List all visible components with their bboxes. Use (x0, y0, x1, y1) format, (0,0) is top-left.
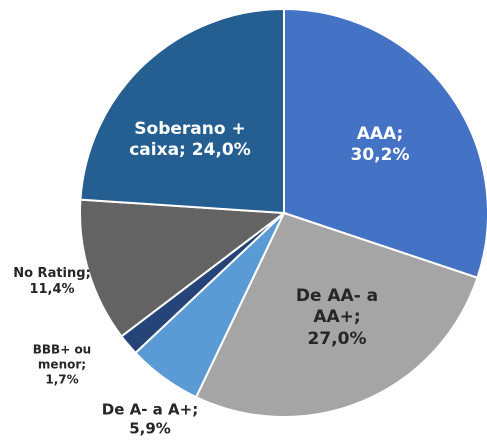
pie-slice (194, 211, 479, 418)
category-label: AAA; (356, 123, 404, 144)
data-label: BBB+ ou menor; 1,7% (22, 343, 102, 388)
value-label: 1,7% (45, 372, 79, 387)
category-label: Soberano + caixa; (129, 118, 246, 160)
pie-slice (283, 7, 487, 280)
value-label: 27,0% (307, 328, 367, 349)
value-label: 24,0% (191, 140, 251, 160)
category-label: De A- a A+; (101, 400, 199, 419)
category-label: De AA- a AA+; (295, 286, 379, 328)
value-label: 11,4% (29, 282, 75, 297)
data-label: No Rating; 11,4% (2, 266, 102, 299)
pie-slice (79, 7, 285, 215)
category-label: BBB+ ou menor; (32, 342, 92, 372)
data-label: AAA; 30,2% (335, 124, 425, 167)
data-label: De AA- a AA+; 27,0% (287, 286, 387, 350)
category-label: No Rating; (13, 265, 91, 281)
pie-slice (79, 198, 287, 338)
value-label: 5,9% (129, 419, 171, 437)
data-label: Soberano + caixa; 24,0% (115, 119, 265, 162)
data-label: De A- a A+; 5,9% (85, 400, 215, 438)
value-label: 30,2% (350, 145, 410, 165)
